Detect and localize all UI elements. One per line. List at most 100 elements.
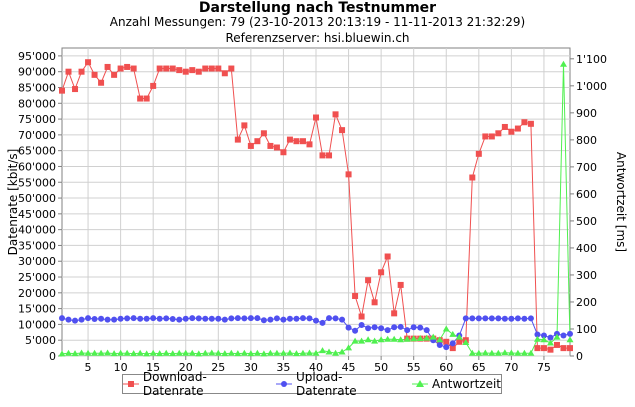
point-download-67 [488, 133, 495, 140]
point-upload-13 [137, 315, 144, 322]
point-download-69 [501, 123, 508, 130]
point-ping-23 [201, 349, 209, 356]
y-right-tick-label-10: 1'000 [576, 80, 607, 93]
point-download-50 [378, 269, 385, 276]
point-upload-32 [260, 317, 267, 324]
point-download-10 [117, 65, 124, 72]
point-ping-54 [403, 335, 411, 342]
point-upload-56 [417, 324, 424, 331]
point-ping-43 [332, 349, 340, 356]
point-ping-63 [462, 338, 470, 345]
point-upload-30 [247, 315, 254, 322]
grid-lines [62, 48, 570, 357]
legend-symbol-upload [276, 381, 293, 387]
point-download-72 [521, 119, 528, 126]
x-tick-label-6: 35 [276, 361, 290, 374]
point-upload-38 [299, 315, 306, 322]
point-download-39 [306, 141, 313, 148]
y-left-tick-label-10: 50'000 [18, 192, 56, 205]
point-upload-37 [293, 315, 300, 322]
point-download-26 [221, 70, 228, 77]
point-ping-6 [91, 349, 99, 356]
point-upload-43 [332, 315, 339, 322]
point-ping-59 [436, 336, 444, 343]
x-tick-label-8: 45 [342, 361, 356, 374]
point-download-53 [397, 281, 404, 288]
y-right-tick-label-11: 1'100 [576, 53, 607, 66]
point-download-35 [280, 149, 287, 156]
point-ping-51 [384, 335, 392, 342]
point-ping-15 [149, 349, 157, 356]
point-ping-31 [253, 349, 261, 356]
point-download-11 [124, 63, 131, 70]
point-ping-56 [416, 334, 424, 341]
point-upload-73 [527, 315, 534, 322]
point-ping-68 [494, 349, 502, 356]
point-download-64 [469, 174, 476, 181]
y-right-tick-label-1: 100 [576, 323, 597, 336]
y-right-tick-label-8: 800 [576, 134, 597, 147]
x-tick-label-7: 40 [309, 361, 323, 374]
y-left-tick-label-13: 65'000 [18, 145, 56, 158]
point-upload-4 [78, 316, 85, 323]
point-download-71 [514, 125, 521, 132]
x-tick-label-9: 50 [374, 361, 388, 374]
point-upload-9 [111, 316, 118, 323]
y-left-tick-label-6: 30'000 [18, 255, 56, 268]
point-download-31 [254, 138, 261, 145]
point-download-33 [267, 142, 274, 149]
y-left-tick-label-18: 90'000 [18, 66, 56, 79]
point-upload-20 [182, 315, 189, 322]
point-upload-78 [560, 332, 567, 339]
point-download-12 [130, 65, 137, 72]
point-upload-23 [202, 315, 209, 322]
point-upload-75 [540, 332, 547, 339]
point-ping-44 [338, 348, 346, 355]
point-ping-16 [156, 350, 164, 357]
point-upload-76 [547, 334, 554, 341]
point-upload-45 [345, 324, 352, 331]
y-left-tick-label-11: 55'000 [18, 176, 56, 189]
point-download-34 [273, 144, 280, 151]
point-upload-7 [98, 315, 105, 322]
point-download-7 [98, 79, 105, 86]
point-download-30 [247, 142, 254, 149]
x-tick-label-4: 25 [211, 361, 225, 374]
point-ping-65 [475, 349, 483, 356]
point-ping-49 [371, 337, 379, 344]
point-upload-47 [358, 322, 365, 329]
point-ping-57 [423, 334, 431, 341]
point-ping-28 [234, 350, 242, 357]
point-download-4 [78, 68, 85, 75]
x-tick-label-3: 20 [179, 361, 193, 374]
point-upload-52 [391, 324, 398, 331]
legend-symbol-ping [411, 380, 428, 387]
series-points [58, 59, 574, 357]
point-download-79 [567, 345, 573, 352]
point-upload-21 [189, 315, 196, 322]
point-ping-53 [397, 336, 405, 343]
point-download-28 [234, 136, 241, 143]
point-download-8 [104, 63, 111, 70]
point-download-25 [215, 65, 222, 72]
point-ping-33 [266, 349, 274, 356]
point-download-42 [326, 152, 333, 159]
x-tick-label-13: 70 [504, 361, 518, 374]
point-upload-2 [65, 316, 72, 323]
y-right-tick-label-7: 700 [576, 161, 597, 174]
point-download-47 [358, 313, 365, 320]
y-left-tick-label-16: 80'000 [18, 97, 56, 110]
point-download-78 [560, 345, 567, 352]
point-ping-10 [117, 349, 125, 356]
point-ping-61 [449, 330, 457, 337]
point-upload-17 [163, 315, 170, 322]
point-download-5 [85, 59, 92, 66]
point-download-19 [176, 67, 183, 74]
point-upload-53 [397, 323, 404, 330]
point-upload-54 [404, 327, 411, 334]
point-ping-8 [104, 349, 112, 356]
point-upload-44 [339, 316, 346, 323]
point-ping-62 [455, 333, 463, 340]
point-upload-27 [228, 315, 235, 322]
